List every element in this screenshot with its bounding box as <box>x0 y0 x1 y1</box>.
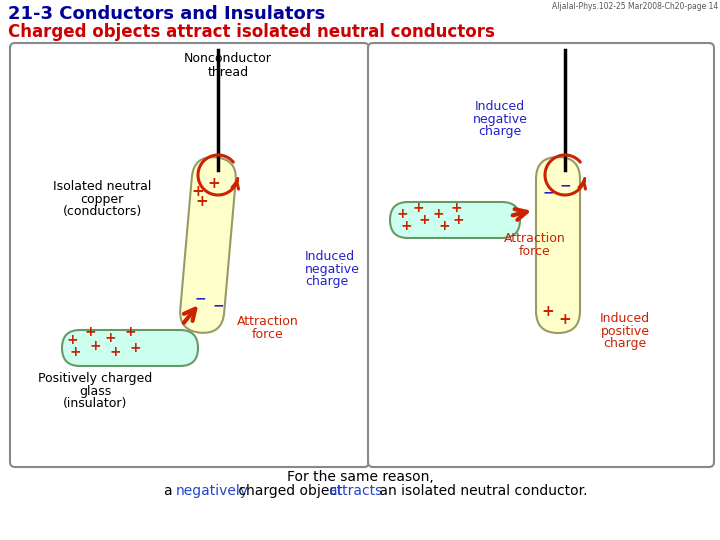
Text: Induced: Induced <box>475 100 525 113</box>
Text: +: + <box>412 201 424 215</box>
Text: −: − <box>212 298 224 312</box>
Text: 21-3 Conductors and Insulators: 21-3 Conductors and Insulators <box>8 5 325 23</box>
Text: +: + <box>207 177 220 192</box>
Text: +: + <box>69 345 81 359</box>
Text: +: + <box>89 339 101 353</box>
Text: Isolated neutral: Isolated neutral <box>53 180 151 193</box>
Text: +: + <box>196 194 208 210</box>
Text: +: + <box>418 213 430 227</box>
Text: (conductors): (conductors) <box>63 205 142 218</box>
Text: Nonconductor: Nonconductor <box>184 52 272 65</box>
Text: Positively charged: Positively charged <box>38 372 152 385</box>
Text: an isolated neutral conductor.: an isolated neutral conductor. <box>374 484 587 498</box>
Text: positive: positive <box>600 325 649 338</box>
Text: negatively: negatively <box>176 484 248 498</box>
FancyBboxPatch shape <box>62 330 198 366</box>
Text: +: + <box>541 305 554 320</box>
Text: +: + <box>450 201 462 215</box>
Text: Induced: Induced <box>600 312 650 325</box>
FancyBboxPatch shape <box>536 157 580 333</box>
Text: thread: thread <box>207 66 248 79</box>
Text: −: − <box>194 291 206 305</box>
Text: +: + <box>400 219 412 233</box>
Text: +: + <box>129 341 141 355</box>
Text: negative: negative <box>305 262 360 275</box>
Text: +: + <box>432 207 444 221</box>
Text: +: + <box>66 333 78 347</box>
Text: +: + <box>84 325 96 339</box>
Text: force: force <box>519 245 551 258</box>
Text: +: + <box>124 325 136 339</box>
Text: +: + <box>559 313 572 327</box>
Text: For the same reason,: For the same reason, <box>287 470 433 484</box>
Text: +: + <box>192 185 204 199</box>
Text: +: + <box>396 207 408 221</box>
Text: +: + <box>104 331 116 345</box>
Text: force: force <box>252 328 284 341</box>
Text: copper: copper <box>81 193 124 206</box>
Text: charged object: charged object <box>234 484 347 498</box>
Text: +: + <box>452 213 464 227</box>
Text: (insulator): (insulator) <box>63 397 127 410</box>
Text: Attraction: Attraction <box>237 315 299 328</box>
FancyBboxPatch shape <box>368 43 714 467</box>
Text: a: a <box>164 484 177 498</box>
Text: +: + <box>109 345 121 359</box>
Text: +: + <box>438 219 450 233</box>
FancyBboxPatch shape <box>180 157 236 333</box>
FancyBboxPatch shape <box>390 202 520 238</box>
Text: Induced: Induced <box>305 250 355 263</box>
Text: attracts: attracts <box>328 484 382 498</box>
Text: Attraction: Attraction <box>504 232 566 245</box>
Text: −: − <box>542 185 554 199</box>
Text: glass: glass <box>79 384 111 397</box>
Text: Charged objects attract isolated neutral conductors: Charged objects attract isolated neutral… <box>8 23 495 41</box>
Text: charge: charge <box>603 337 647 350</box>
Text: Aljalal-Phys.102-25 Mar2008-Ch20-page 14: Aljalal-Phys.102-25 Mar2008-Ch20-page 14 <box>552 2 718 11</box>
Text: charge: charge <box>305 275 348 288</box>
Text: negative: negative <box>472 113 528 126</box>
FancyBboxPatch shape <box>10 43 369 467</box>
Text: −: − <box>559 178 571 192</box>
Text: charge: charge <box>478 125 521 138</box>
